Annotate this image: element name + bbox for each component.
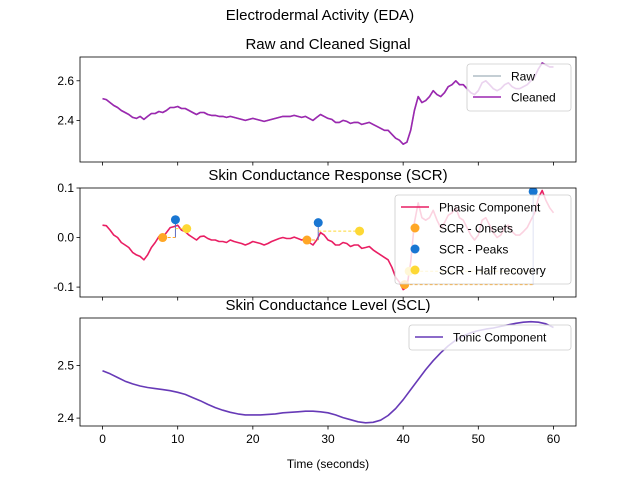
x-tick-label: 30 (321, 432, 335, 446)
marker-scr-peaks (170, 215, 180, 225)
legend-raw-cleaned: Raw Cleaned (466, 63, 572, 112)
marker-scr-half-recovery (355, 226, 365, 236)
figure-title: Electrodermal Activity (EDA) (225, 7, 415, 24)
x-tick-label: 10 (171, 432, 185, 446)
panel-title-scr: Skin Conductance Response (SCR) (208, 167, 447, 184)
y-tick-label: 2.4 (57, 411, 74, 425)
x-tick-label: 50 (472, 432, 486, 446)
y-tick-label: 0.1 (57, 181, 74, 195)
legend-label-raw: Raw (511, 70, 535, 84)
marker-scr-peaks (313, 218, 323, 228)
legend-box (394, 194, 572, 285)
marker-scr-onsets (158, 233, 168, 243)
y-tick-label: 2.5 (57, 358, 74, 372)
legend-label-scr-half-recovery: SCR - Half recovery (439, 264, 546, 278)
legend-swatch-scr-half-recovery (410, 265, 420, 275)
legend-swatch-scr-onsets (410, 223, 420, 233)
panel-title-scl: Skin Conductance Level (SCL) (225, 297, 430, 314)
x-tick-label: 60 (547, 432, 561, 446)
x-axis-label: Time (seconds) (287, 457, 369, 471)
legend-label-scr-peaks: SCR - Peaks (439, 243, 508, 257)
x-tick-label: 40 (396, 432, 410, 446)
marker-scr-onsets (302, 235, 312, 245)
legend-label-tonic-component: Tonic Component (453, 331, 547, 345)
y-tick-label: 0.0 (57, 231, 74, 245)
y-tick-label: 2.6 (57, 74, 74, 88)
legend-scr: Phasic Component SCR - Onsets SCR - Peaks S… (394, 194, 572, 285)
panel-raw-cleaned: 2.4 2.6 Raw and Cleaned Signal Raw Cleaned (57, 36, 577, 166)
x-tick-label: 0 (99, 432, 106, 446)
panel-scl: 2.4 2.5 0 10 20 30 40 50 60 Skin Conductance Leve… (57, 297, 577, 471)
legend-label-phasic-component: Phasic Component (439, 201, 541, 215)
panel-scr: -0.1 0.0 0.1 Skin Conductance Response (SCR… (53, 167, 577, 301)
legend-label-scr-onsets: SCR - Onsets (439, 222, 513, 236)
legend-box (408, 324, 572, 351)
legend-scl: Tonic Component (408, 324, 572, 351)
marker-scr-peaks (528, 188, 538, 196)
marker-scr-half-recovery (182, 224, 192, 234)
y-tick-label: 2.4 (57, 113, 74, 127)
x-tick-label: 20 (246, 432, 260, 446)
legend-swatch-scr-peaks (410, 244, 420, 254)
y-tick-label: -0.1 (53, 280, 74, 294)
legend-label-cleaned: Cleaned (511, 91, 556, 105)
panel-title-raw-cleaned: Raw and Cleaned Signal (245, 36, 410, 53)
